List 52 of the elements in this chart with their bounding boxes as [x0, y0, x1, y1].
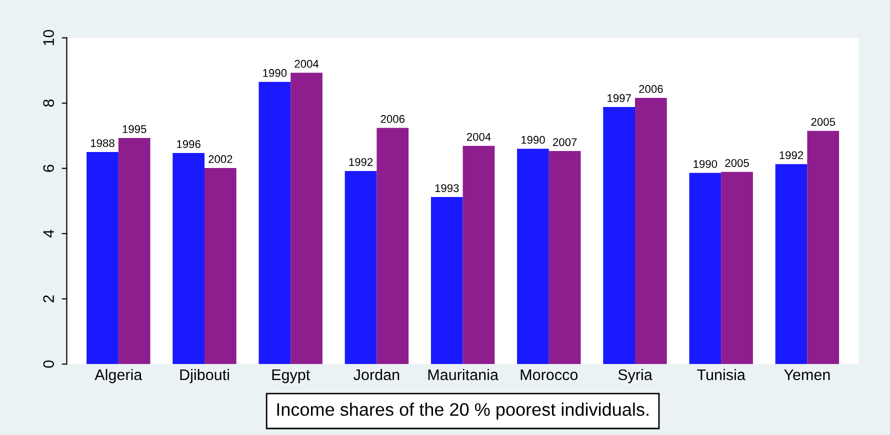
bar — [462, 146, 495, 364]
annotation: 2005 — [811, 118, 836, 126]
y-tick-label: 0 — [43, 360, 54, 368]
annotation: 2006 — [639, 85, 663, 93]
bar — [376, 128, 409, 364]
bar — [344, 170, 377, 364]
bar — [430, 197, 463, 364]
annotation: 1992 — [349, 158, 373, 166]
bar — [689, 172, 722, 364]
bar — [603, 107, 635, 364]
bar — [204, 168, 236, 364]
annotation: 2004 — [294, 60, 319, 68]
annotation: 1990 — [694, 160, 718, 168]
annotation: 2002 — [208, 155, 232, 164]
bar — [290, 72, 322, 364]
annotation: 1988 — [90, 139, 114, 148]
x-tick-label: Jordan — [354, 368, 400, 380]
x-tick-label: Yemen — [784, 370, 830, 380]
x-tick-label: Mauritania — [428, 368, 498, 380]
y-tick-label: 2 — [43, 295, 54, 302]
annotation: 1990 — [521, 136, 545, 144]
x-tick-label: Djibouti — [180, 368, 229, 384]
bar — [807, 130, 840, 364]
bar — [172, 153, 205, 364]
bar — [517, 148, 549, 364]
x-tick-label: Morocco — [520, 370, 578, 380]
x-tick-label: Tunisia — [697, 368, 746, 380]
annotation: 1995 — [122, 125, 146, 134]
y-tick-label: 8 — [43, 100, 54, 107]
x-tick-label: Algeria — [94, 368, 142, 384]
annotation: 2006 — [380, 115, 404, 123]
annotation: 2005 — [725, 159, 749, 167]
bar — [721, 172, 753, 364]
bar — [548, 151, 581, 364]
bar — [775, 164, 808, 364]
y-tick-label: 10 — [43, 30, 54, 46]
y-tick-label: 6 — [43, 164, 54, 172]
annotation: 2004 — [466, 132, 491, 141]
y-tick-label: 4 — [43, 230, 54, 238]
annotation: 1990 — [263, 69, 287, 77]
x-tick-label: Syria — [618, 368, 652, 384]
annotation: 1996 — [177, 140, 200, 148]
bar — [258, 82, 291, 364]
bar — [118, 138, 150, 364]
annotation: 1997 — [608, 94, 631, 102]
x-tick-label: Egypt — [272, 370, 310, 384]
annotation: 1992 — [780, 151, 804, 160]
annotation: 1993 — [435, 184, 459, 192]
bar — [86, 152, 118, 364]
annotation: 2007 — [553, 138, 577, 146]
bar — [634, 98, 667, 364]
x-axis-title: Income shares of the 20 % poorest individuals. — [277, 402, 648, 420]
